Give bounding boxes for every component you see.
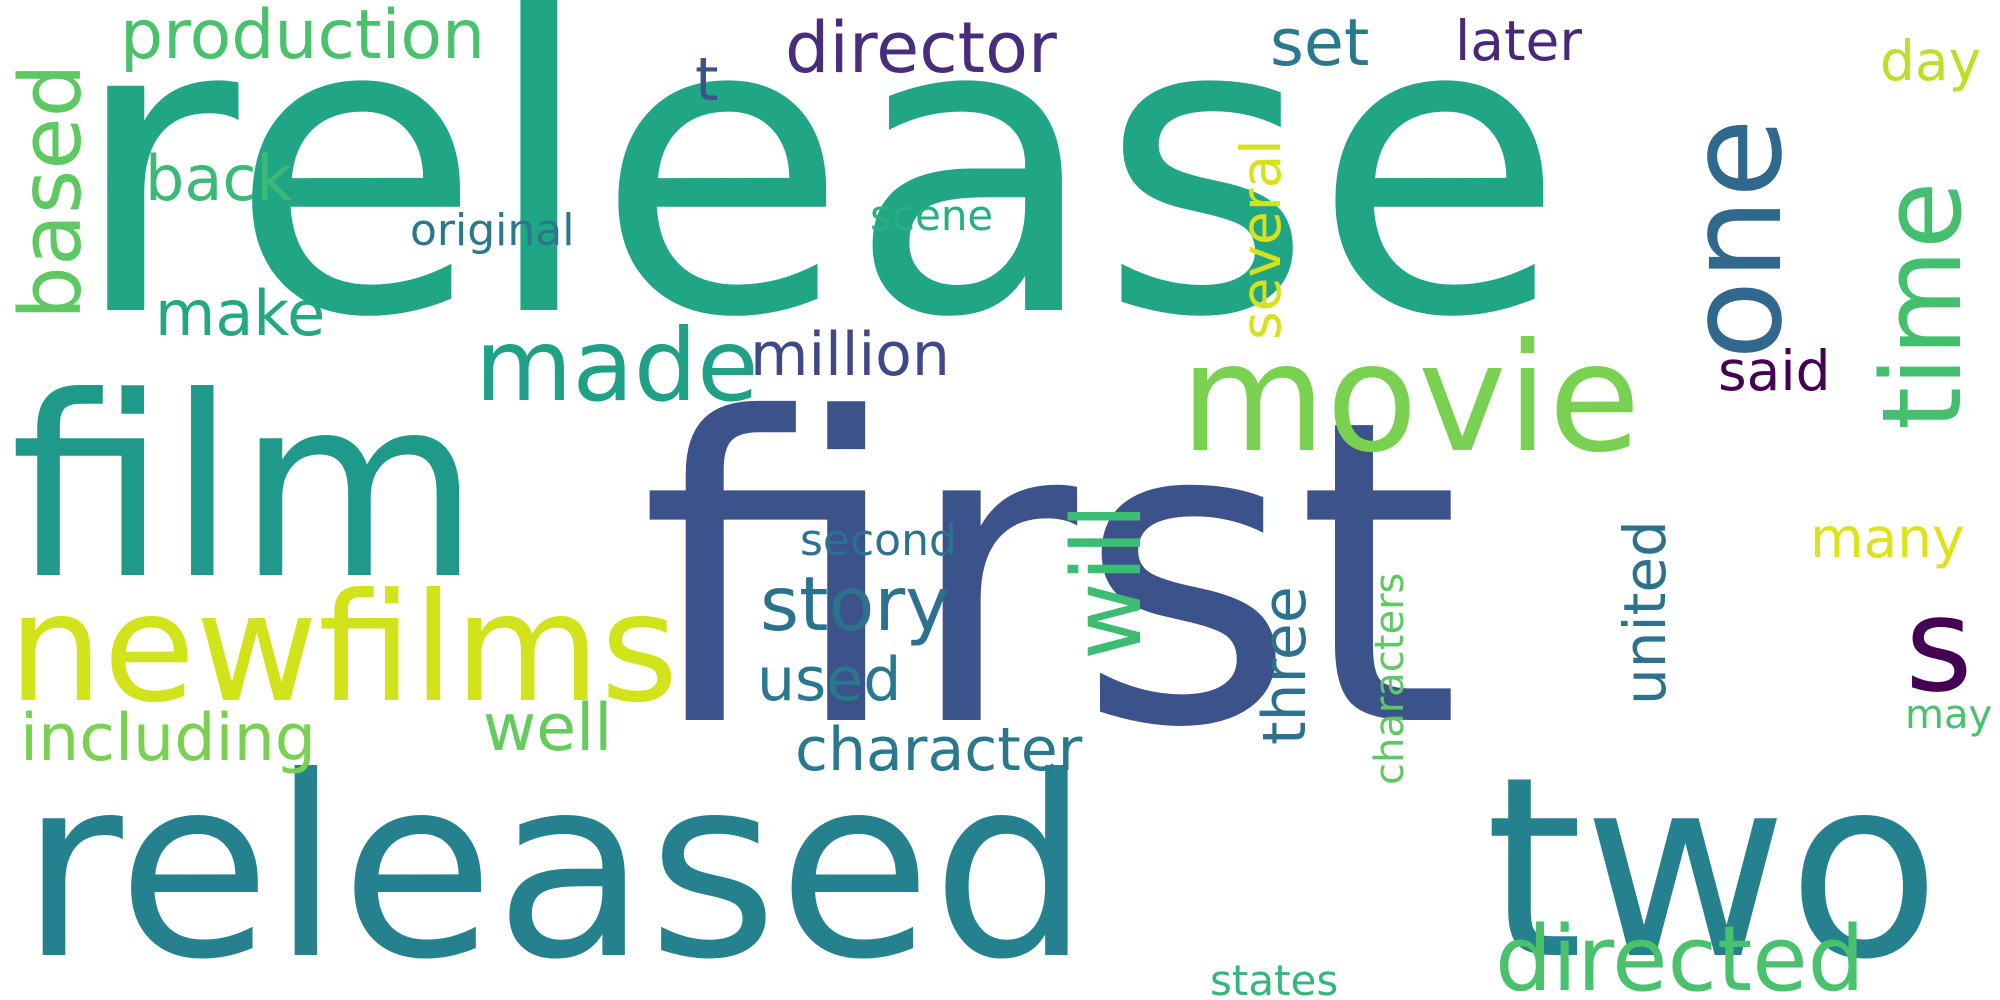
word-make: make (155, 277, 325, 350)
word-said: said (1718, 339, 1831, 403)
word-original: original (410, 205, 574, 256)
word-including: including (20, 701, 316, 776)
word-scene: scene (870, 191, 993, 240)
word-s: s (1905, 569, 1973, 721)
word-movie: movie (1180, 312, 1641, 486)
word-second: second (800, 515, 957, 566)
word-united: united (1611, 520, 1679, 705)
word-may: may (1905, 692, 1992, 738)
word-day: day (1880, 29, 1981, 93)
word-well: well (483, 691, 612, 766)
word-two: two (1485, 723, 1940, 1000)
word-later: later (1455, 9, 1582, 73)
word-newfilms: newfilms (8, 562, 678, 736)
word-three: three (1250, 586, 1320, 745)
word-states: states (1210, 956, 1338, 1000)
word-release: release (70, 0, 1565, 407)
word-million: million (750, 320, 950, 390)
word-production: production (120, 0, 485, 75)
word-based: based (2, 63, 101, 320)
word-story: story (760, 560, 950, 648)
word-director: director (785, 7, 1057, 89)
word-t: t (695, 45, 719, 115)
word-made: made (475, 307, 759, 424)
word-back: back (145, 142, 292, 215)
word-will: will (1053, 503, 1163, 660)
word-film: film (10, 343, 480, 634)
word-directed: directed (1495, 907, 1865, 1000)
word-set: set (1270, 6, 1369, 81)
word-characters: characters (1367, 573, 1413, 785)
word-first: first (640, 331, 1461, 820)
word-one: one (1659, 118, 1811, 360)
word-many: many (1810, 506, 1965, 570)
word-character: character (795, 715, 1083, 785)
word-time: time (1858, 181, 1986, 430)
word-several: several (1229, 140, 1293, 340)
word-used: used (757, 645, 901, 715)
word-released: released (20, 723, 1090, 1000)
